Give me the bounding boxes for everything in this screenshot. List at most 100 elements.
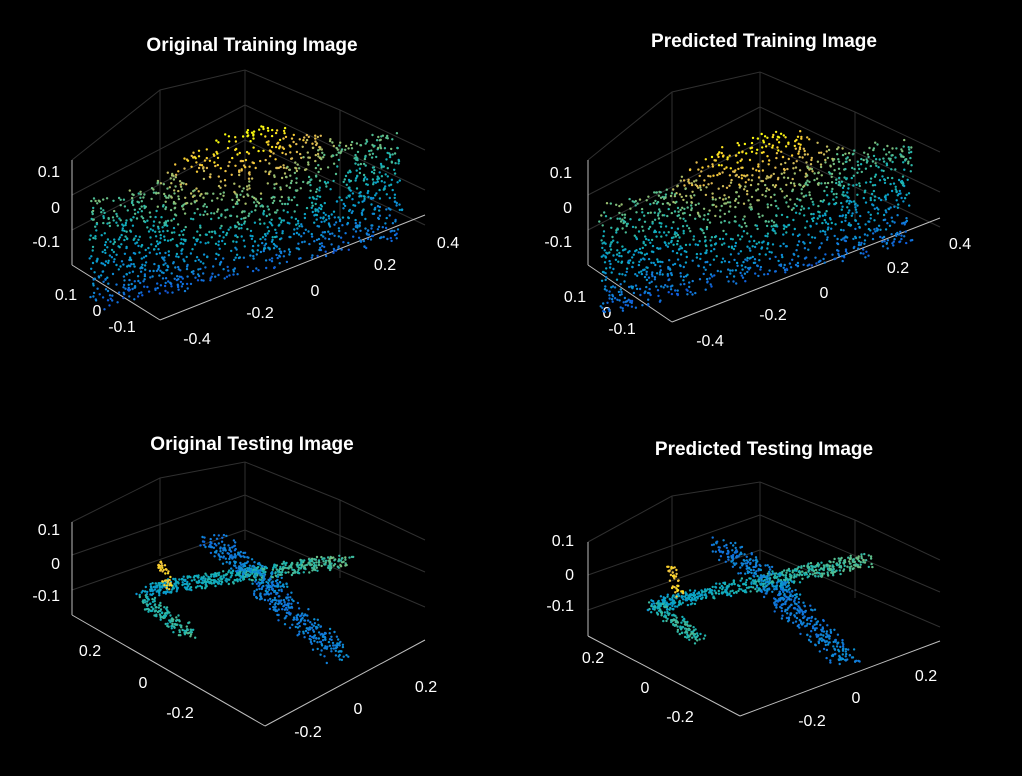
data-point <box>729 181 733 184</box>
data-point <box>610 226 613 229</box>
data-point <box>321 639 325 642</box>
data-point <box>128 189 131 192</box>
data-point <box>177 195 180 198</box>
data-point <box>659 269 662 272</box>
data-point <box>302 232 306 235</box>
data-point <box>209 540 212 544</box>
data-point <box>282 219 286 222</box>
data-point <box>190 631 194 634</box>
data-point <box>147 610 150 613</box>
data-point <box>802 195 805 198</box>
data-point <box>186 159 190 162</box>
data-point <box>800 565 803 568</box>
data-point <box>794 166 798 169</box>
data-point <box>184 238 187 242</box>
data-point <box>229 576 232 579</box>
data-point <box>324 647 327 650</box>
data-point <box>143 264 147 267</box>
data-point <box>819 165 823 169</box>
data-point <box>393 168 396 171</box>
data-point <box>714 550 717 553</box>
data-point <box>180 624 183 627</box>
data-point <box>308 242 311 246</box>
data-point <box>770 219 774 222</box>
data-point <box>883 195 887 199</box>
data-point <box>771 570 774 573</box>
data-point <box>686 206 689 209</box>
data-point <box>337 245 340 248</box>
data-point <box>242 563 245 566</box>
data-point <box>801 577 804 580</box>
data-point <box>754 587 757 591</box>
data-point <box>124 221 128 225</box>
data-point <box>747 560 750 564</box>
data-point <box>214 275 217 278</box>
data-point <box>740 562 743 565</box>
data-point <box>324 250 327 253</box>
data-point <box>153 596 157 600</box>
data-point <box>658 221 661 225</box>
data-point <box>267 593 271 596</box>
data-point <box>808 180 811 184</box>
data-point <box>276 575 280 578</box>
data-point <box>259 197 263 201</box>
data-point <box>690 599 693 602</box>
data-point <box>289 174 292 177</box>
data-point <box>824 158 827 162</box>
data-point <box>827 148 831 152</box>
data-point <box>212 573 215 576</box>
data-point <box>339 640 342 644</box>
data-point <box>147 608 151 611</box>
data-point <box>339 151 342 155</box>
data-point <box>279 188 282 191</box>
data-point <box>229 214 233 217</box>
data-point <box>225 233 228 237</box>
data-point <box>241 159 245 163</box>
data-point <box>300 566 303 569</box>
data-point <box>152 188 155 191</box>
data-point <box>108 221 111 224</box>
data-point <box>770 565 774 569</box>
data-point <box>693 594 697 597</box>
data-point <box>784 576 787 579</box>
data-point <box>328 232 332 236</box>
data-point <box>152 607 155 610</box>
data-point <box>249 229 253 233</box>
data-point <box>835 181 838 185</box>
data-point <box>146 285 149 289</box>
data-point <box>815 177 819 180</box>
data-point <box>736 161 739 164</box>
data-point <box>901 150 904 153</box>
data-point <box>191 195 195 198</box>
data-point <box>885 211 888 214</box>
data-point <box>740 235 744 238</box>
data-point <box>900 148 903 151</box>
data-point <box>310 642 313 645</box>
data-point <box>347 241 350 245</box>
data-point <box>160 611 164 614</box>
data-point <box>661 195 664 199</box>
data-point <box>290 598 294 601</box>
data-point <box>844 214 848 217</box>
data-point <box>680 247 684 250</box>
data-point <box>310 232 313 236</box>
data-point <box>734 199 737 202</box>
data-point <box>222 191 225 194</box>
z-tick-label: 0 <box>565 567 574 584</box>
data-point <box>809 561 813 565</box>
data-point <box>793 227 796 231</box>
data-point <box>317 637 321 640</box>
data-point <box>177 288 180 291</box>
data-point <box>839 184 842 187</box>
data-point <box>874 141 877 144</box>
data-point <box>793 573 796 576</box>
data-point <box>288 253 291 256</box>
data-point <box>316 152 320 156</box>
data-point <box>314 137 317 140</box>
data-point <box>216 197 219 200</box>
data-point <box>329 138 332 141</box>
data-point <box>891 242 894 245</box>
data-point <box>193 212 196 215</box>
data-point <box>210 573 213 576</box>
data-point <box>177 170 180 173</box>
